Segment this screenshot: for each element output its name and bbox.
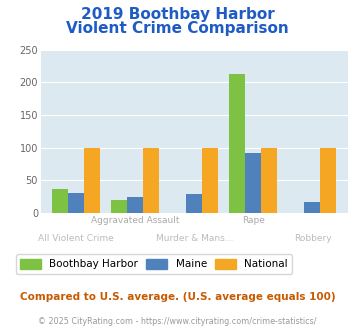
- Text: Violent Crime Comparison: Violent Crime Comparison: [66, 21, 289, 36]
- Bar: [127, 197, 143, 213]
- Text: Murder & Mans...: Murder & Mans...: [156, 234, 233, 243]
- Text: 2019 Boothbay Harbor: 2019 Boothbay Harbor: [81, 7, 274, 21]
- Bar: [321, 148, 337, 213]
- Text: © 2025 CityRating.com - https://www.cityrating.com/crime-statistics/: © 2025 CityRating.com - https://www.city…: [38, 317, 317, 326]
- Bar: [202, 148, 218, 213]
- Legend: Boothbay Harbor, Maine, National: Boothbay Harbor, Maine, National: [16, 254, 292, 274]
- Bar: [261, 148, 277, 213]
- Bar: [68, 193, 84, 213]
- Text: Compared to U.S. average. (U.S. average equals 100): Compared to U.S. average. (U.S. average …: [20, 292, 335, 302]
- Text: Rape: Rape: [242, 216, 265, 225]
- Text: All Violent Crime: All Violent Crime: [38, 234, 114, 243]
- Text: Aggravated Assault: Aggravated Assault: [91, 216, 180, 225]
- Bar: [305, 202, 321, 213]
- Bar: [229, 74, 245, 213]
- Bar: [84, 148, 100, 213]
- Bar: [245, 153, 261, 213]
- Text: Robbery: Robbery: [294, 234, 331, 243]
- Bar: [186, 194, 202, 213]
- Bar: [111, 200, 127, 213]
- Bar: [52, 189, 68, 213]
- Bar: [143, 148, 159, 213]
